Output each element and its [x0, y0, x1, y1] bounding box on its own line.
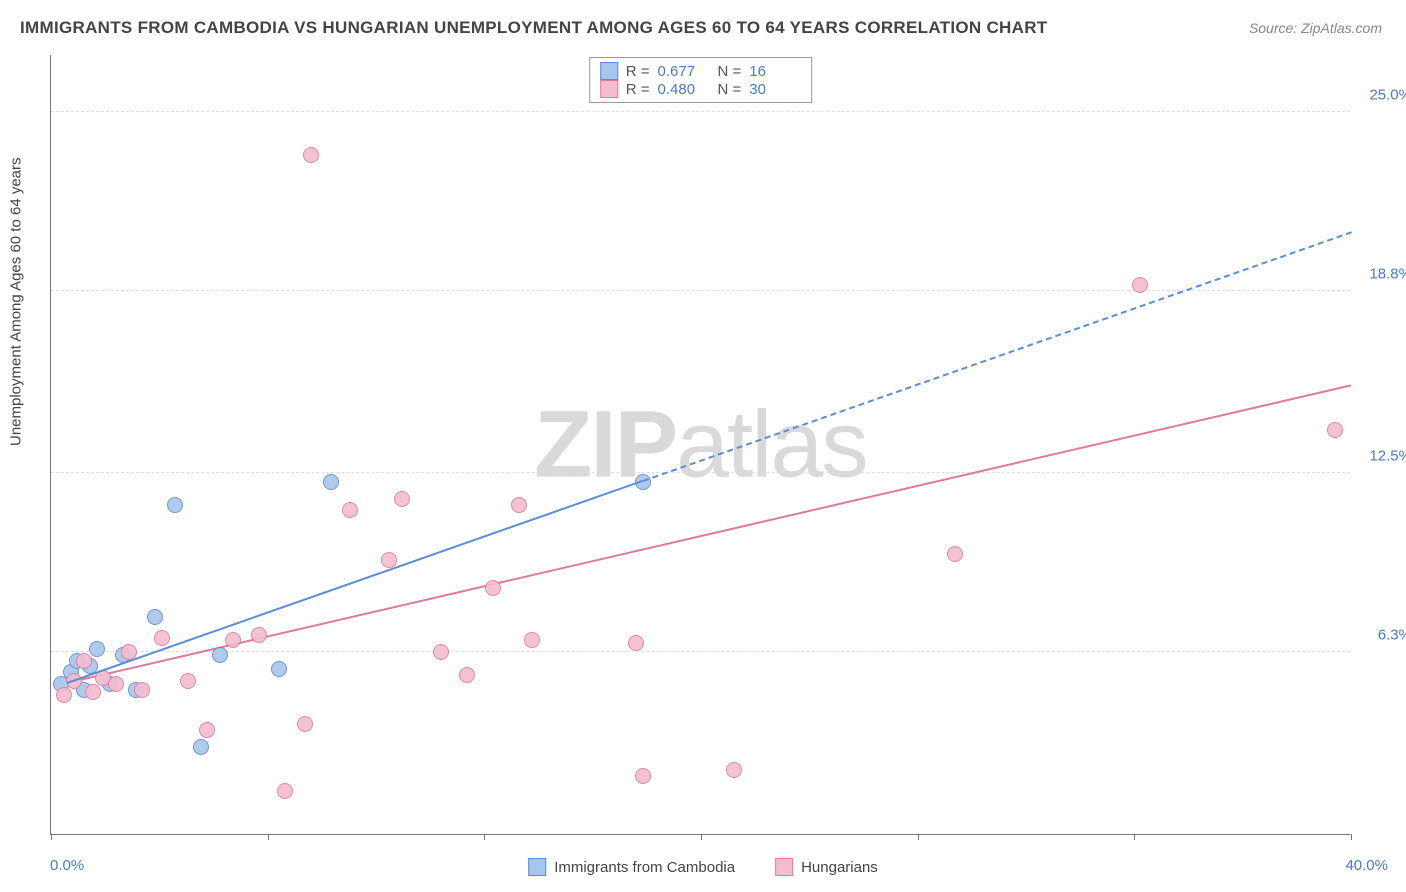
- data-point: [271, 661, 287, 677]
- y-axis-tick-label: 12.5%: [1369, 447, 1406, 464]
- data-point: [459, 667, 475, 683]
- chart-title: IMMIGRANTS FROM CAMBODIA VS HUNGARIAN UN…: [20, 18, 1047, 38]
- data-point: [76, 653, 92, 669]
- legend-r-label: R =: [626, 63, 650, 80]
- y-axis-tick-label: 25.0%: [1369, 86, 1406, 103]
- series-legend: Immigrants from Cambodia Hungarians: [528, 858, 878, 876]
- data-point: [381, 552, 397, 568]
- correlation-legend: R = 0.677 N = 16 R = 0.480 N = 30: [589, 57, 813, 103]
- legend-row: R = 0.480 N = 30: [600, 80, 802, 98]
- legend-n-label: N =: [718, 63, 742, 80]
- y-axis-tick-label: 6.3%: [1378, 627, 1406, 644]
- gridline: [51, 651, 1350, 652]
- data-point: [108, 676, 124, 692]
- data-point: [56, 687, 72, 703]
- data-point: [433, 644, 449, 660]
- x-axis-tick: [51, 834, 52, 840]
- data-point: [147, 609, 163, 625]
- data-point: [394, 491, 410, 507]
- data-point: [511, 497, 527, 513]
- data-point: [225, 632, 241, 648]
- x-axis-tick: [268, 834, 269, 840]
- gridline: [51, 472, 1350, 473]
- source-attribution: Source: ZipAtlas.com: [1249, 20, 1382, 36]
- x-axis-min: 0.0%: [50, 857, 84, 874]
- data-point: [628, 635, 644, 651]
- x-axis-tick: [484, 834, 485, 840]
- legend-swatch: [600, 80, 618, 98]
- x-axis-tick: [918, 834, 919, 840]
- data-point: [342, 502, 358, 518]
- data-point: [85, 684, 101, 700]
- data-point: [323, 474, 339, 490]
- gridline: [51, 111, 1350, 112]
- y-axis-label: Unemployment Among Ages 60 to 64 years: [8, 157, 25, 446]
- x-axis-max: 40.0%: [1345, 857, 1388, 874]
- legend-swatch: [600, 62, 618, 80]
- watermark: ZIPatlas: [534, 390, 866, 499]
- data-point: [180, 673, 196, 689]
- data-point: [193, 739, 209, 755]
- data-point: [524, 632, 540, 648]
- legend-swatch: [528, 858, 546, 876]
- data-point: [89, 641, 105, 657]
- legend-n-value: 30: [749, 81, 801, 98]
- data-point: [726, 762, 742, 778]
- data-point: [212, 647, 228, 663]
- x-axis-tick: [1134, 834, 1135, 840]
- series-legend-item: Hungarians: [775, 858, 878, 876]
- data-point: [1327, 422, 1343, 438]
- watermark-bold: ZIP: [534, 391, 676, 497]
- series-legend-item: Immigrants from Cambodia: [528, 858, 735, 876]
- data-point: [251, 627, 267, 643]
- data-point: [1132, 277, 1148, 293]
- data-point: [947, 546, 963, 562]
- legend-n-value: 16: [749, 63, 801, 80]
- x-axis-tick: [701, 834, 702, 840]
- data-point: [154, 630, 170, 646]
- data-point: [277, 783, 293, 799]
- trend-line: [642, 231, 1351, 482]
- legend-r-value: 0.480: [658, 81, 710, 98]
- scatter-plot-area: ZIPatlas R =0.677N =16R =0.480N =30 6.3%…: [50, 55, 1350, 835]
- gridline: [51, 290, 1350, 291]
- data-point: [199, 722, 215, 738]
- watermark-rest: atlas: [676, 391, 867, 497]
- data-point: [303, 147, 319, 163]
- data-point: [635, 768, 651, 784]
- data-point: [134, 682, 150, 698]
- y-axis-tick-label: 18.8%: [1369, 265, 1406, 282]
- data-point: [485, 580, 501, 596]
- series-name: Immigrants from Cambodia: [554, 859, 735, 876]
- data-point: [167, 497, 183, 513]
- legend-r-label: R =: [626, 81, 650, 98]
- series-name: Hungarians: [801, 859, 878, 876]
- legend-n-label: N =: [718, 81, 742, 98]
- legend-r-value: 0.677: [658, 63, 710, 80]
- data-point: [297, 716, 313, 732]
- legend-swatch: [775, 858, 793, 876]
- legend-row: R = 0.677 N = 16: [600, 62, 802, 80]
- x-axis-tick: [1351, 834, 1352, 840]
